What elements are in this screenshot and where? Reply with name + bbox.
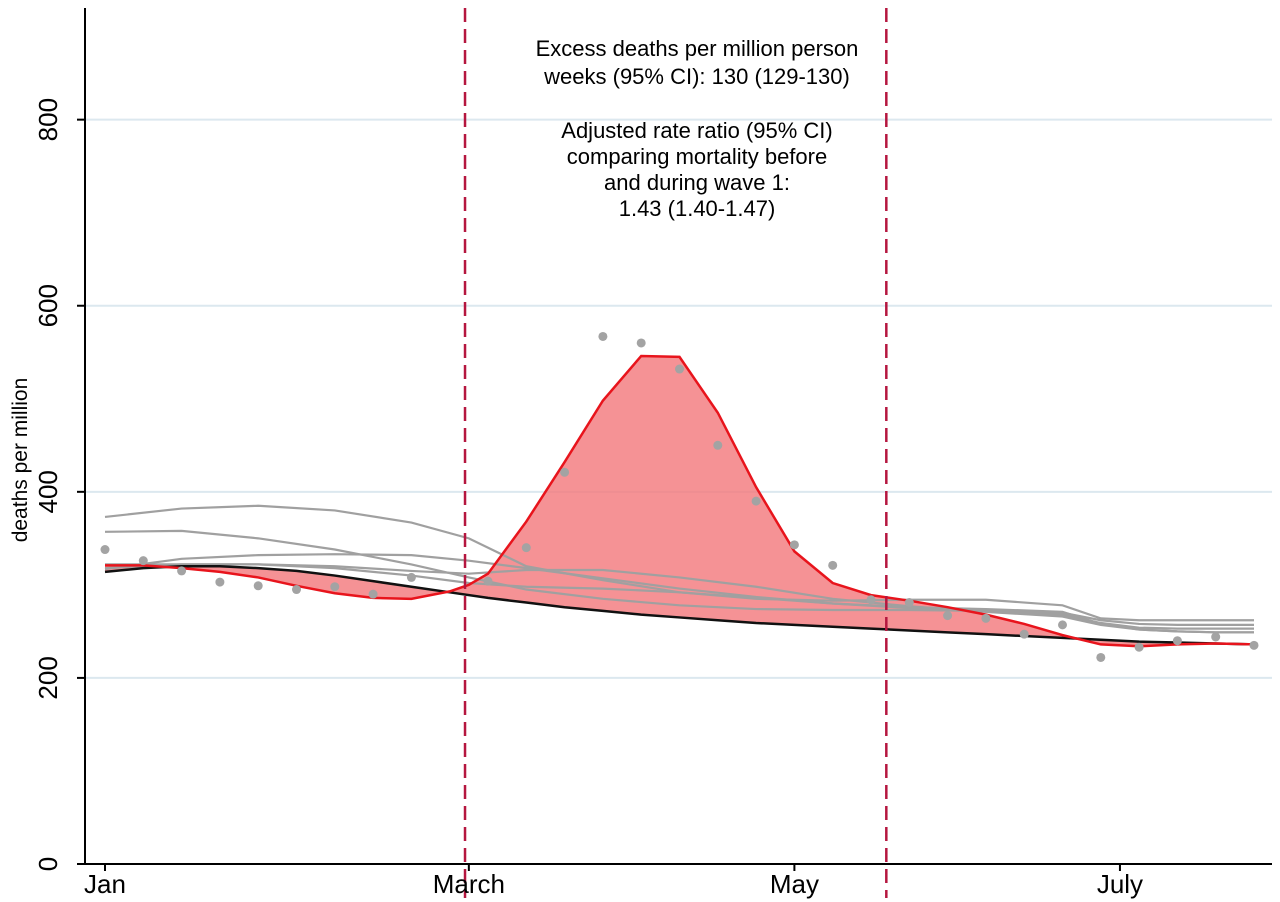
y-tick-label: 600 bbox=[33, 284, 63, 327]
fitted-line bbox=[105, 354, 1255, 648]
annotation-line: 1.43 (1.40-1.47) bbox=[619, 196, 776, 221]
gridlines bbox=[86, 118, 1272, 679]
y-axis-title: deaths per million bbox=[9, 378, 32, 543]
excess-fill bbox=[105, 355, 1254, 647]
x-tick-label: May bbox=[770, 869, 819, 899]
prior-year-lines bbox=[104, 504, 1254, 634]
prior-year-line-5 bbox=[104, 563, 1254, 630]
data-point bbox=[1249, 640, 1259, 650]
data-point bbox=[751, 496, 761, 506]
x-tick-label: July bbox=[1097, 869, 1143, 899]
data-point bbox=[521, 543, 531, 553]
data-point bbox=[789, 540, 799, 550]
data-point bbox=[904, 598, 914, 608]
data-point bbox=[1134, 642, 1144, 652]
data-point bbox=[253, 581, 263, 591]
data-point bbox=[138, 556, 148, 566]
annotation-line: Adjusted rate ratio (95% CI) bbox=[561, 118, 832, 143]
annotation-line: weeks (95% CI): 130 (129-130) bbox=[543, 64, 850, 89]
data-point bbox=[1172, 636, 1182, 646]
data-point bbox=[330, 582, 340, 592]
data-point bbox=[866, 595, 876, 605]
wave-markers bbox=[463, 8, 888, 898]
data-point bbox=[406, 572, 416, 582]
data-point bbox=[598, 331, 608, 341]
data-point bbox=[368, 589, 378, 599]
model-lines bbox=[104, 354, 1255, 648]
data-point bbox=[1211, 632, 1221, 642]
excess-deaths-area bbox=[105, 355, 1254, 647]
data-point bbox=[636, 338, 646, 348]
data-point bbox=[713, 440, 723, 450]
data-point bbox=[1019, 629, 1029, 639]
data-point bbox=[943, 611, 953, 621]
data-point bbox=[560, 467, 570, 477]
data-point bbox=[215, 577, 225, 587]
data-point bbox=[177, 566, 187, 576]
data-point bbox=[1096, 652, 1106, 662]
annotation-block: Excess deaths per million person weeks (9… bbox=[536, 36, 859, 221]
data-point bbox=[828, 560, 838, 570]
data-point bbox=[292, 585, 301, 595]
x-ticks: Jan March May July bbox=[84, 864, 1143, 899]
axes bbox=[84, 8, 1272, 865]
data-point bbox=[981, 613, 991, 623]
y-tick-label: 800 bbox=[33, 98, 63, 141]
annotation-line: Excess deaths per million person bbox=[536, 36, 859, 61]
observed-points bbox=[100, 331, 1259, 662]
data-point bbox=[483, 576, 493, 586]
y-tick-label: 200 bbox=[33, 656, 63, 699]
y-tick-label: 0 bbox=[33, 857, 63, 871]
prior-year-line-4 bbox=[105, 563, 1254, 634]
data-point bbox=[675, 364, 684, 374]
prior-year-line-2 bbox=[104, 529, 1254, 626]
data-point bbox=[1058, 620, 1067, 630]
annotation-line: and during wave 1: bbox=[604, 170, 790, 195]
expected-line bbox=[104, 565, 1255, 646]
y-tick-label: 400 bbox=[33, 470, 63, 513]
annotation-line: comparing mortality before bbox=[567, 144, 827, 169]
x-tick-label: March bbox=[433, 869, 505, 899]
x-tick-label: Jan bbox=[84, 869, 126, 899]
data-point bbox=[100, 545, 110, 555]
y-ticks: 0 200 400 600 800 bbox=[33, 98, 85, 871]
